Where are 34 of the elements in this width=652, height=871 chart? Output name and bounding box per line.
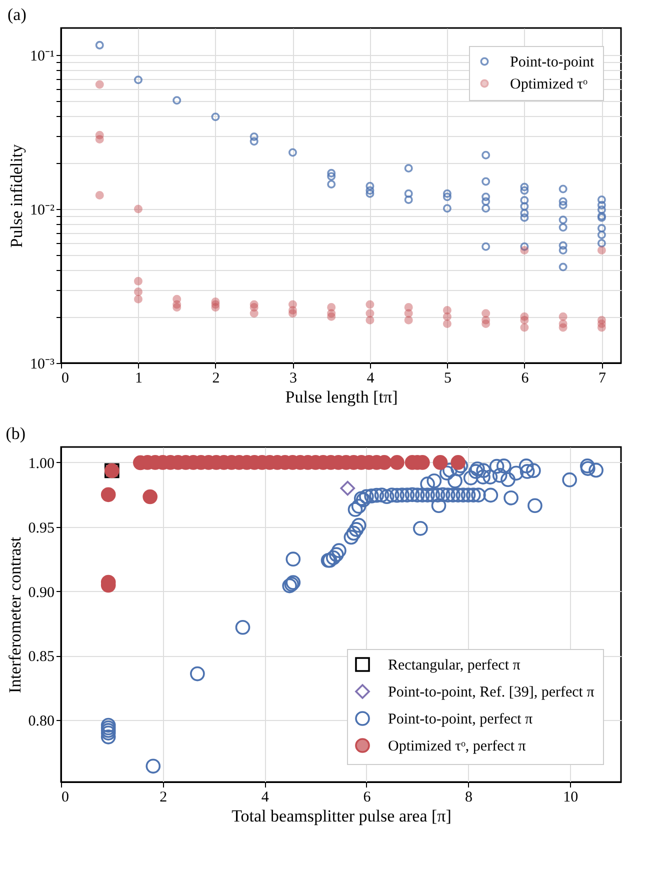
- chart-title: (b): [6, 424, 26, 443]
- x-tick-label: 6: [521, 370, 530, 386]
- x-tick-label: 0: [62, 370, 69, 386]
- x-tick-label: 7: [598, 370, 606, 386]
- legend-label: Optimized τᵒ, perfect π: [388, 738, 526, 754]
- chart-title: (a): [8, 5, 26, 24]
- y-axis-title: Interferometer contrast: [5, 536, 24, 694]
- x-tick-label: 1: [134, 370, 142, 386]
- y-axis-title: Pulse infidelity: [7, 144, 26, 248]
- y-tick-label: 0.85: [28, 649, 54, 666]
- x-tick-label: 10: [563, 790, 578, 806]
- x-tick-label: 3: [289, 370, 297, 386]
- y-tick-label: 10⁻²: [30, 202, 55, 219]
- x-tick-label: 2: [160, 790, 168, 806]
- x-tick-label: 4: [366, 370, 375, 386]
- x-axis-title: Total beamsplitter pulse area [π]: [232, 806, 452, 826]
- x-tick-label: 0: [62, 790, 69, 806]
- legend-label: Point-to-point, perfect π: [388, 712, 534, 728]
- x-axis-title: Pulse length [tπ]: [285, 388, 398, 406]
- legend-label: Optimized τᵒ: [510, 76, 588, 92]
- y-tick-label: 1.00: [28, 456, 54, 472]
- y-tick-label: 0.90: [28, 584, 54, 601]
- legend-label: Rectangular, perfect π: [388, 658, 521, 674]
- y-tick-label: 0.80: [28, 714, 54, 730]
- x-tick-label: 6: [363, 790, 372, 806]
- legend-label: Point-to-point, Ref. [39], perfect π: [388, 684, 595, 700]
- legend-label: Point-to-point: [510, 54, 595, 70]
- x-tick-label: 8: [465, 790, 473, 806]
- y-tick-label: 10⁻¹: [30, 48, 54, 65]
- y-tick-label: 10⁻³: [30, 356, 55, 372]
- x-tick-label: 5: [444, 370, 452, 386]
- x-tick-label: 2: [212, 370, 220, 386]
- y-tick-label: 0.95: [28, 520, 54, 536]
- x-tick-label: 4: [261, 790, 270, 806]
